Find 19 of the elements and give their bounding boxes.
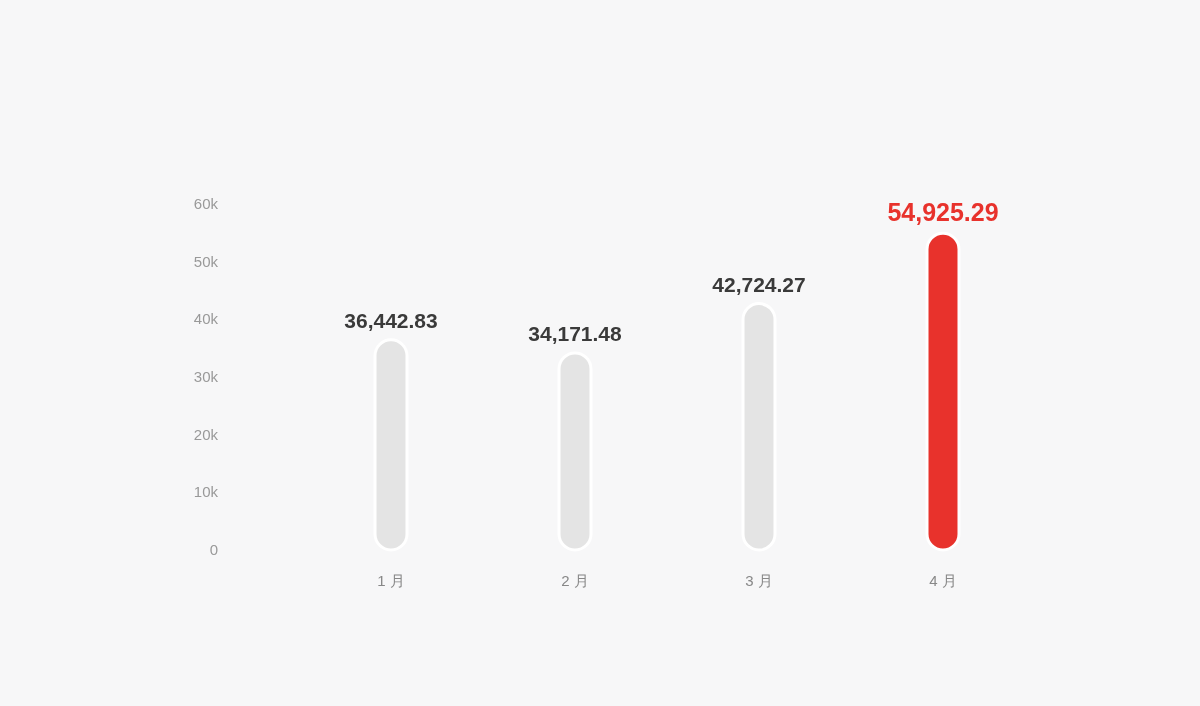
y-tick-label: 0	[209, 541, 218, 558]
data-label: 42,724.27	[712, 272, 806, 296]
y-tick-label: 30k	[193, 368, 219, 385]
y-tick-label: 10k	[193, 483, 219, 501]
y-tick-label: 40k	[193, 310, 219, 328]
data-label: 34,171.48	[528, 321, 623, 345]
x-tick-label: 3 月	[745, 572, 773, 589]
y-tick-label: 20k	[193, 425, 219, 443]
x-tick-label: 2 月	[561, 572, 589, 589]
x-tick-label: 1 月	[377, 572, 405, 589]
bar	[373, 338, 409, 552]
data-label: 36,442.83	[344, 308, 438, 332]
bar	[557, 351, 593, 552]
data-label: 54,925.29	[887, 198, 999, 227]
x-tick-label: 4 月	[929, 572, 957, 589]
bar	[741, 302, 777, 552]
y-tick-label: 50k	[193, 252, 219, 270]
bar	[925, 231, 961, 552]
y-tick-label: 60k	[193, 195, 219, 212]
